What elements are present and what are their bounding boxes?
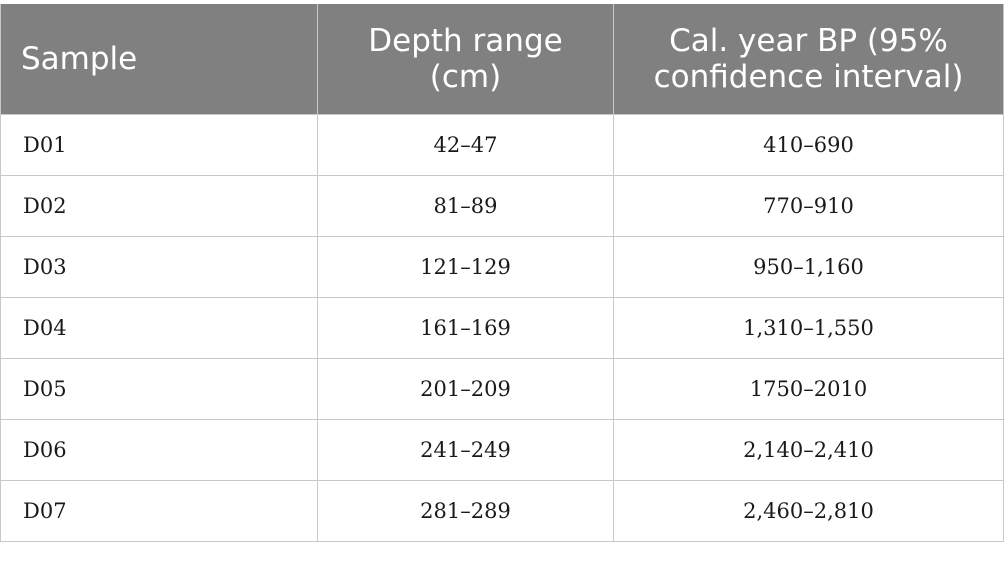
- table-row: D07 281–289 2,460–2,810: [0, 479, 1004, 542]
- cell-depth: 281–289: [317, 479, 614, 542]
- table-row: D03 121–129 950–1,160: [0, 235, 1004, 298]
- table-row: D04 161–169 1,310–1,550: [0, 296, 1004, 359]
- cell-cal-year: 2,140–2,410: [613, 418, 1004, 481]
- table-header: Sample Depth range (cm) Cal. year BP (95…: [0, 4, 1004, 115]
- cell-sample: D05: [0, 357, 318, 420]
- cell-depth: 81–89: [317, 174, 614, 237]
- cell-sample: D07: [0, 479, 318, 542]
- cell-depth: 42–47: [317, 113, 614, 176]
- radiocarbon-table: Sample Depth range (cm) Cal. year BP (95…: [0, 4, 1004, 542]
- cell-sample: D06: [0, 418, 318, 481]
- header-depth-range: Depth range (cm): [317, 4, 614, 115]
- cell-sample: D03: [0, 235, 318, 298]
- cell-depth: 201–209: [317, 357, 614, 420]
- table-row: D05 201–209 1750–2010: [0, 357, 1004, 420]
- cell-sample: D02: [0, 174, 318, 237]
- cell-cal-year: 2,460–2,810: [613, 479, 1004, 542]
- header-cal-year-bp: Cal. year BP (95% confidence interval): [613, 4, 1004, 115]
- cell-sample: D01: [0, 113, 318, 176]
- cell-sample: D04: [0, 296, 318, 359]
- table-body: D01 42–47 410–690 D02 81–89 770–910 D03 …: [0, 113, 1004, 542]
- cell-depth: 121–129: [317, 235, 614, 298]
- cell-cal-year: 770–910: [613, 174, 1004, 237]
- table-row: D02 81–89 770–910: [0, 174, 1004, 237]
- header-row: Sample Depth range (cm) Cal. year BP (95…: [0, 4, 1004, 115]
- cell-cal-year: 1750–2010: [613, 357, 1004, 420]
- cell-depth: 241–249: [317, 418, 614, 481]
- cell-cal-year: 410–690: [613, 113, 1004, 176]
- table-row: D01 42–47 410–690: [0, 113, 1004, 176]
- cell-cal-year: 1,310–1,550: [613, 296, 1004, 359]
- table-row: D06 241–249 2,140–2,410: [0, 418, 1004, 481]
- cell-depth: 161–169: [317, 296, 614, 359]
- header-sample: Sample: [0, 4, 318, 115]
- cell-cal-year: 950–1,160: [613, 235, 1004, 298]
